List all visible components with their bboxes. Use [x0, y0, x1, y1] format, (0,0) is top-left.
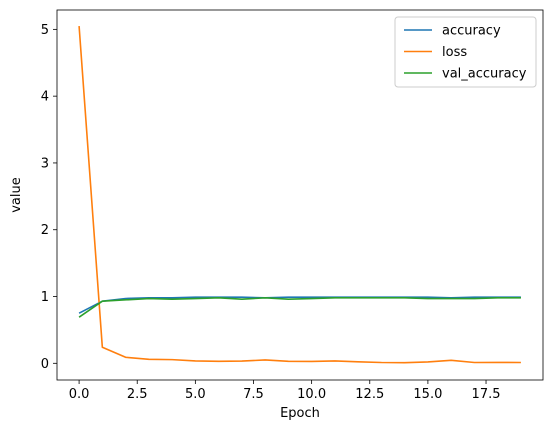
y-tick-label: 1 — [41, 290, 49, 305]
x-tick-label: 0.0 — [69, 387, 90, 402]
x-tick-label: 5.0 — [185, 387, 206, 402]
y-tick-label: 2 — [41, 223, 49, 238]
y-tick-label: 3 — [41, 156, 49, 171]
series-line-val-accuracy — [78, 297, 521, 318]
series-lines — [78, 25, 521, 364]
y-axis: 0 1 2 3 4 5 — [41, 23, 57, 372]
legend: accuracy loss val_accuracy — [394, 16, 537, 88]
legend-label: accuracy — [442, 24, 501, 39]
x-axis: 0.0 2.5 5.0 7.5 10.0 12.5 15.0 17.5 — [69, 380, 501, 402]
y-tick-label: 5 — [41, 23, 49, 38]
legend-label: val_accuracy — [442, 67, 527, 82]
x-tick-label: 10.0 — [297, 387, 326, 402]
x-tick-label: 17.5 — [472, 387, 501, 402]
legend-box — [394, 16, 537, 88]
series-line-loss — [78, 25, 521, 364]
x-tick-label: 15.0 — [413, 387, 442, 402]
x-tick-label: 7.5 — [243, 387, 264, 402]
y-tick-label: 4 — [41, 90, 49, 105]
x-tick-label: 2.5 — [127, 387, 148, 402]
x-axis-label: Epoch — [280, 406, 320, 421]
y-axis-label: value — [9, 177, 24, 213]
legend-label: loss — [442, 45, 467, 60]
x-tick-label: 12.5 — [355, 387, 384, 402]
y-tick-label: 0 — [41, 357, 49, 372]
